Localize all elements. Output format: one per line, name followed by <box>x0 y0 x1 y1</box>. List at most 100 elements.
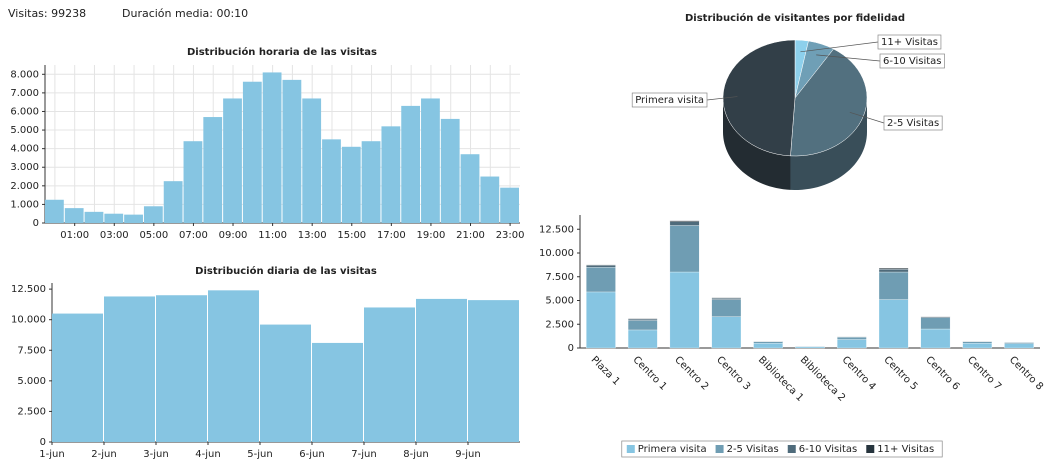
y-tick-label: 10.000 <box>539 248 574 259</box>
x-tick-label: 21:00 <box>456 230 485 241</box>
legend: Primera visita 2-5 Visitas 6-10 Visitas 11+… <box>621 440 943 458</box>
bar-segment <box>669 220 700 222</box>
label-box <box>877 34 942 50</box>
bar-segment <box>586 267 616 293</box>
bar <box>203 117 223 223</box>
leader-line <box>800 41 879 53</box>
x-tick-label: Centro 6 <box>923 354 961 392</box>
bar <box>208 290 259 442</box>
pie-slice <box>790 48 868 157</box>
x-tick-label: 15:00 <box>337 230 366 241</box>
x-tick-label: 01:00 <box>60 230 89 241</box>
x-tick-label: 19:00 <box>417 230 446 241</box>
bar <box>260 324 311 442</box>
bar-segment <box>711 297 742 300</box>
y-tick-label: 2.500 <box>545 319 574 330</box>
bar-segment <box>1004 342 1034 344</box>
x-tick-label: 8-jun <box>403 449 428 460</box>
x-tick-label: 23:00 <box>496 230 525 241</box>
bar <box>223 98 242 223</box>
legend-label: 11+ Visitas <box>877 444 934 455</box>
y-tick-label: 7.000 <box>10 88 39 99</box>
y-tick-label: 4.000 <box>10 144 39 155</box>
x-tick-label: 4-jun <box>195 449 220 460</box>
bar <box>302 98 322 223</box>
x-tick-label: 17:00 <box>377 230 406 241</box>
x-tick-label: Centro 2 <box>672 354 710 392</box>
x-tick-label: Centro 7 <box>965 354 1003 392</box>
bar-segment <box>878 268 909 273</box>
x-tick-label: 5-jun <box>247 449 272 460</box>
legend-swatch <box>626 445 635 453</box>
x-tick-label: 03:00 <box>100 230 129 241</box>
bar <box>500 187 519 223</box>
bar <box>45 199 64 223</box>
bar <box>143 206 163 223</box>
y-tick-label: 1.000 <box>10 199 39 210</box>
bar <box>421 98 440 223</box>
bar-segment <box>962 343 993 349</box>
leader-line <box>706 96 738 101</box>
legend-label: Primera visita <box>638 444 707 455</box>
bar <box>124 214 143 223</box>
y-tick-label: 7.500 <box>545 272 574 283</box>
pie-side <box>790 98 867 190</box>
bar-segment <box>920 328 951 349</box>
bar-segment <box>586 291 616 349</box>
x-tick-label: 3-jun <box>143 449 168 460</box>
bar-segment <box>837 336 867 340</box>
chart-title: Distribución de visitantes por fidelidad <box>685 12 905 24</box>
legend-label: 2-5 Visitas <box>727 444 779 455</box>
bar <box>84 211 104 223</box>
bar <box>322 139 341 223</box>
bar-segment <box>795 346 825 349</box>
x-tick-label: 6-jun <box>299 449 324 460</box>
y-tick-label: 0 <box>568 343 574 354</box>
y-tick-label: 5.000 <box>17 376 46 387</box>
bar <box>262 72 282 223</box>
bar <box>460 154 480 223</box>
bar-segment <box>586 265 616 268</box>
x-tick-label: 7-jun <box>351 449 376 460</box>
x-tick-label: Centro 4 <box>840 354 878 392</box>
bar <box>364 307 415 442</box>
bar <box>361 141 381 223</box>
bar <box>341 146 361 223</box>
y-tick-label: 3.000 <box>10 162 39 173</box>
bar <box>104 213 124 223</box>
bar-segment <box>711 316 742 349</box>
y-tick-label: 10.000 <box>11 315 46 326</box>
bar-segment <box>669 221 700 226</box>
bar-segment <box>627 329 658 349</box>
x-tick-label: 1-jun <box>39 449 64 460</box>
y-tick-label: 8.000 <box>10 69 39 80</box>
bar <box>440 118 460 223</box>
y-tick-label: 7.500 <box>17 345 46 356</box>
legend-label: 6-10 Visitas <box>799 444 858 455</box>
legend-swatch <box>715 445 724 453</box>
y-tick-label: 12.500 <box>539 224 574 235</box>
slice-label: 11+ Visitas <box>881 37 938 48</box>
x-tick-label: 11:00 <box>258 230 287 241</box>
bar-segment <box>669 271 700 349</box>
legend-swatch <box>787 445 796 453</box>
bar <box>282 79 302 223</box>
x-tick-label: 2-jun <box>91 449 116 460</box>
bar-segment <box>753 341 783 344</box>
x-tick-label: Plaza 1 <box>589 354 622 387</box>
bar-segment <box>627 318 658 321</box>
x-tick-label: Centro 8 <box>1007 354 1044 392</box>
label-box <box>879 53 945 69</box>
bar-segment <box>878 271 909 300</box>
chart-title: Distribución diaria de las visitas <box>195 265 377 277</box>
bar-segment <box>669 225 700 273</box>
x-tick-label: 07:00 <box>179 230 208 241</box>
y-tick-label: 5.000 <box>10 125 39 136</box>
bar-segment <box>878 268 909 270</box>
bar-segment <box>878 299 909 349</box>
x-tick-label: 13:00 <box>298 230 327 241</box>
bar-segment <box>753 343 783 349</box>
mean-duration: Duración media: 00:10 <box>122 7 248 20</box>
bar <box>480 176 500 223</box>
slice-label: Primera visita <box>635 95 704 106</box>
